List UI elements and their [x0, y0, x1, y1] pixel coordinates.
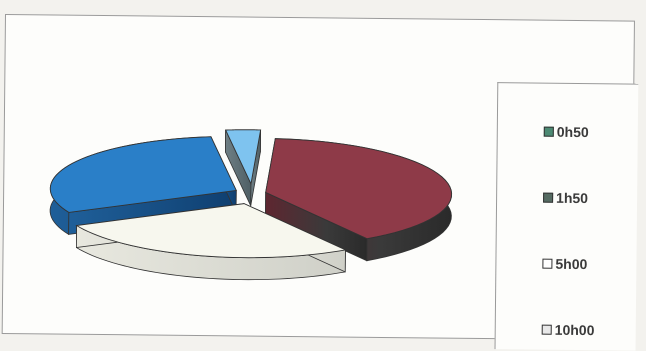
legend-swatch-icon: [542, 258, 553, 269]
legend-swatch-icon: [541, 324, 552, 335]
legend-label-0h50: 0h50: [556, 123, 589, 141]
legend-item-5h00: 5h00: [542, 256, 587, 272]
legend-item-10h00: 10h00: [541, 321, 595, 339]
pie-slice-5h00: [75, 203, 347, 259]
legend-label-5h00: 5h00: [555, 255, 588, 273]
legend-swatch-icon: [543, 126, 554, 137]
legend-swatch-icon: [543, 192, 554, 203]
legend-label-10h00: 10h00: [554, 321, 595, 339]
pie-slice-1h50: [265, 138, 453, 240]
pie-slice-10h00: [49, 136, 237, 213]
chart-frame: 0h50 1h50 5h00 10h00: [1, 14, 639, 351]
legend-item-0h50: 0h50: [543, 123, 589, 141]
pie-chart: [49, 129, 453, 281]
legend-item-1h50: 1h50: [543, 190, 588, 206]
pie-slice-0h50: [224, 129, 262, 186]
legend-label-1h50: 1h50: [556, 189, 589, 207]
legend: 0h50 1h50 5h00 10h00: [494, 82, 639, 351]
